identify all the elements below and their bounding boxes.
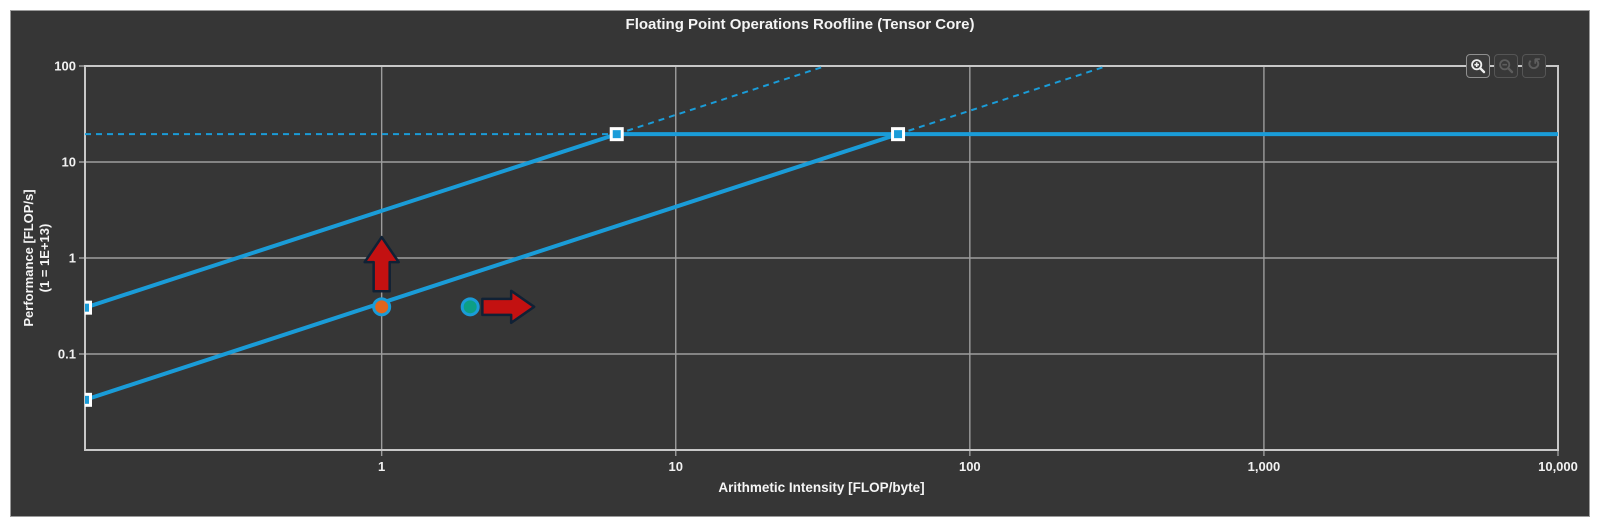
- y-tick-label: 100: [54, 59, 76, 74]
- x-axis-title: Arithmetic Intensity [FLOP/byte]: [718, 480, 925, 495]
- roofline-start-marker: [85, 300, 92, 315]
- x-tick-label: 100: [959, 459, 981, 474]
- achieved-value-1[interactable]: [372, 297, 392, 317]
- y-axis-title-line1: Performance [FLOP/s]: [21, 189, 36, 327]
- y-axis-title-line2: (1 = 1E+13): [37, 223, 52, 293]
- y-tick-label: 10: [62, 155, 76, 170]
- y-tick-label: 1: [69, 251, 76, 266]
- x-tick-label: 1,000: [1248, 459, 1281, 474]
- reset-zoom-button: ↺: [1522, 54, 1546, 78]
- zoom-in-button[interactable]: [1466, 54, 1490, 78]
- improvement-arrow-right: [481, 289, 536, 325]
- zoom-toolbar: ↺: [1466, 54, 1546, 78]
- chart-canvas: [10, 10, 1590, 517]
- lower-memory-roofline: [85, 132, 899, 402]
- x-tick-label: 10: [669, 459, 683, 474]
- upper-memory-roofline-dashed: [616, 66, 826, 136]
- y-tick-label: 0.1: [58, 347, 76, 362]
- upper-memory-roofline: [85, 132, 618, 310]
- reset-zoom-icon: ↺: [1526, 54, 1542, 75]
- x-tick-label: 1: [378, 459, 385, 474]
- improvement-arrow-up: [363, 235, 400, 293]
- y-axis-title: Performance [FLOP/s] (1 = 1E+13): [21, 189, 53, 326]
- roofline-start-marker: [85, 392, 92, 407]
- achieved-value-2[interactable]: [460, 297, 480, 317]
- lower-memory-roofline-dashed: [897, 66, 1108, 136]
- plot-border: [84, 65, 1559, 451]
- ridge-point-marker: [891, 127, 906, 142]
- ridge-point-marker: [609, 127, 624, 142]
- zoom-in-icon: [1471, 59, 1486, 74]
- chart-title: Floating Point Operations Roofline (Tens…: [625, 16, 975, 33]
- zoom-out-button: [1494, 54, 1518, 78]
- zoom-out-icon: [1499, 59, 1514, 74]
- x-tick-label: 10,000: [1538, 459, 1578, 474]
